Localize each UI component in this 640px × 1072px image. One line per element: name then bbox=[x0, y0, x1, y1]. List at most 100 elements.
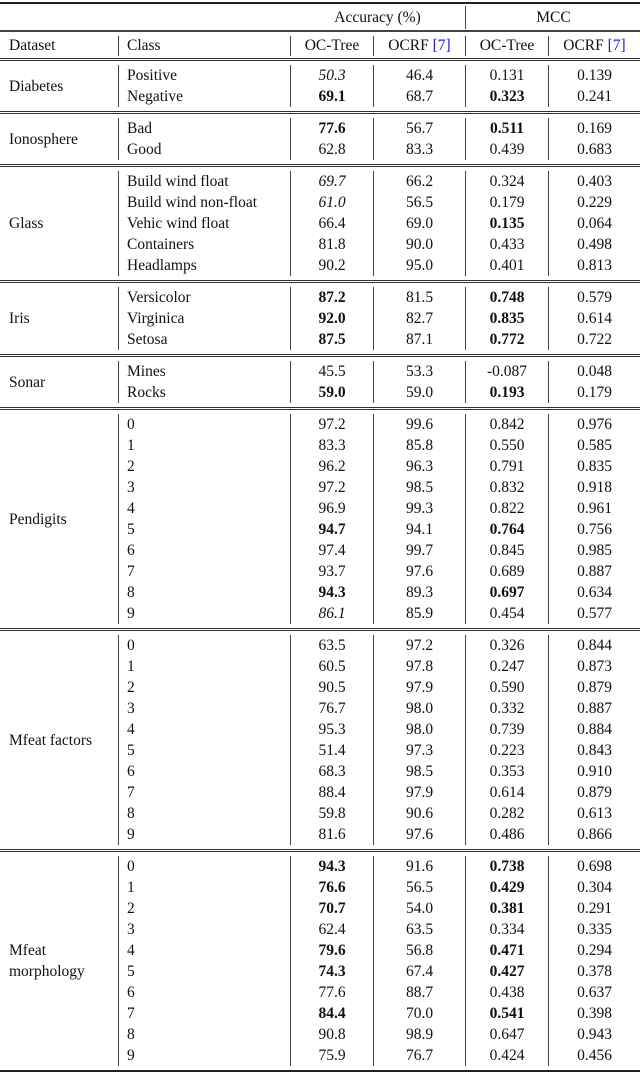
acc-oc-tree-cell: 70.7 bbox=[318, 900, 346, 917]
mcc-oc-tree-cell: 0.835 bbox=[489, 310, 525, 327]
acc-oc-tree-cell: 51.4 bbox=[318, 742, 346, 759]
mcc-oc-tree-cell: 0.179 bbox=[489, 194, 525, 211]
mcc-oc-tree-cell: 0.748 bbox=[489, 289, 525, 306]
mcc-oc-tree-cell: 0.381 bbox=[489, 900, 525, 917]
acc-oc-tree-cell: 59.8 bbox=[318, 805, 346, 822]
acc-ocrf-cell: 53.3 bbox=[405, 363, 434, 380]
mcc-oc-tree-cell: 0.845 bbox=[489, 542, 525, 559]
citation-link[interactable]: [7] bbox=[607, 37, 626, 54]
mcc-oc-tree-cell: 0.590 bbox=[489, 679, 525, 696]
mcc-ocrf-cell: 0.879 bbox=[577, 784, 612, 801]
class-cell: 6 bbox=[127, 542, 135, 559]
class-cell: 6 bbox=[127, 763, 135, 780]
class-cell: 8 bbox=[127, 805, 135, 822]
class-cell: 2 bbox=[127, 679, 135, 696]
acc-ocrf-cell: 98.0 bbox=[405, 700, 434, 717]
class-cell: 3 bbox=[127, 479, 135, 496]
mcc-oc-tree-cell: 0.550 bbox=[489, 437, 525, 454]
citation-link[interactable]: [7] bbox=[432, 37, 451, 54]
acc-oc-tree-cell: 45.5 bbox=[318, 363, 346, 380]
mcc-ocrf-cell: 0.918 bbox=[577, 479, 612, 496]
acc-ocrf-cell: 68.7 bbox=[405, 88, 434, 105]
acc-ocrf-cell: 98.5 bbox=[405, 479, 434, 496]
mcc-oc-tree-cell: 0.247 bbox=[489, 658, 525, 675]
class-cell: 3 bbox=[127, 921, 135, 938]
mcc-oc-tree-cell: 0.131 bbox=[489, 67, 525, 84]
mcc-ocrf-cell: 0.961 bbox=[577, 500, 612, 517]
acc-ocrf-column: 81.5 82.7 87.1 bbox=[373, 287, 465, 350]
acc-ocrf-column: 99.6 85.8 96.3 98.5 99.3 94.1 99.7 97.6 89.3 85.9 bbox=[373, 414, 465, 624]
mcc-oc-tree-cell: 0.541 bbox=[489, 1005, 525, 1022]
mcc-oc-tree-cell: 0.832 bbox=[489, 479, 525, 496]
class-cell: 4 bbox=[127, 942, 135, 959]
acc-oc-tree-cell: 90.2 bbox=[318, 257, 346, 274]
class-column: 0 1 2 3 4 5 6 7 8 9 bbox=[118, 856, 290, 1066]
mcc-ocrf-column: 0.169 0.683 bbox=[548, 118, 640, 160]
class-cell: Versicolor bbox=[127, 289, 191, 306]
acc-oc-tree-cell: 94.3 bbox=[318, 858, 346, 875]
header-acc-ocrf: OCRF [7] bbox=[373, 36, 465, 56]
mcc-ocrf-cell: 0.844 bbox=[577, 637, 612, 654]
mcc-ocrf-column: 0.844 0.873 0.879 0.887 0.884 0.843 0.910 0.879… bbox=[548, 635, 640, 845]
mcc-oc-tree-cell: 0.739 bbox=[489, 721, 525, 738]
acc-ocrf-cell: 95.0 bbox=[405, 257, 434, 274]
mcc-ocrf-column: 0.139 0.241 bbox=[548, 65, 640, 107]
acc-ocrf-cell: 97.8 bbox=[405, 658, 434, 675]
acc-ocrf-cell: 98.9 bbox=[405, 1026, 434, 1043]
mcc-ocrf-cell: 0.403 bbox=[577, 173, 612, 190]
mcc-oc-tree-cell: 0.193 bbox=[489, 384, 525, 401]
mcc-ocrf-cell: 0.179 bbox=[577, 384, 612, 401]
acc-oc-tree-column: 45.5 59.0 bbox=[290, 361, 373, 403]
header-mcc-ocrf: OCRF [7] bbox=[548, 36, 640, 56]
acc-oc-tree-cell: 66.4 bbox=[318, 215, 346, 232]
dataset-name: Mfeat factors bbox=[9, 731, 93, 749]
class-cell: Negative bbox=[127, 88, 183, 105]
acc-ocrf-cell: 85.9 bbox=[405, 605, 434, 622]
acc-oc-tree-cell: 69.1 bbox=[318, 88, 346, 105]
class-cell: Vehic wind float bbox=[127, 215, 230, 232]
mcc-oc-tree-cell: 0.614 bbox=[489, 784, 525, 801]
mcc-ocrf-cell: 0.866 bbox=[577, 826, 612, 843]
mcc-oc-tree-cell: 0.401 bbox=[489, 257, 525, 274]
acc-ocrf-cell: 56.7 bbox=[405, 120, 434, 137]
acc-oc-tree-column: 69.7 61.0 66.4 81.8 90.2 bbox=[290, 171, 373, 276]
acc-ocrf-cell: 88.7 bbox=[405, 984, 434, 1001]
mcc-oc-tree-cell: 0.427 bbox=[489, 963, 525, 980]
acc-oc-tree-cell: 96.2 bbox=[318, 458, 346, 475]
class-column: Mines Rocks bbox=[118, 361, 290, 403]
header-acc-ocrf-label: OCRF bbox=[388, 37, 429, 54]
acc-ocrf-cell: 97.3 bbox=[405, 742, 434, 759]
acc-ocrf-cell: 97.9 bbox=[405, 784, 434, 801]
acc-oc-tree-column: 63.5 60.5 90.5 76.7 95.3 51.4 68.3 88.4 59.8 81.6 bbox=[290, 635, 373, 845]
acc-oc-tree-cell: 86.1 bbox=[318, 605, 346, 622]
class-column: Versicolor Virginica Setosa bbox=[118, 287, 290, 350]
dataset-group: Iris Versicolor Virginica Setosa 87.2 92.0 87.… bbox=[0, 283, 640, 357]
acc-ocrf-column: 53.3 59.0 bbox=[373, 361, 465, 403]
mcc-oc-tree-cell: 0.332 bbox=[489, 700, 525, 717]
mcc-ocrf-cell: 0.887 bbox=[577, 563, 612, 580]
acc-ocrf-cell: 56.5 bbox=[405, 879, 434, 896]
acc-ocrf-cell: 56.5 bbox=[405, 194, 434, 211]
mcc-ocrf-cell: 0.843 bbox=[577, 742, 612, 759]
mcc-ocrf-cell: 0.637 bbox=[577, 984, 612, 1001]
header-class: Class bbox=[118, 36, 290, 56]
class-cell: 0 bbox=[127, 416, 135, 433]
mcc-ocrf-cell: 0.498 bbox=[577, 236, 612, 253]
header-bottom-rule bbox=[0, 58, 640, 61]
dataset-name: Ionosphere bbox=[9, 130, 78, 148]
acc-oc-tree-cell: 63.5 bbox=[318, 637, 346, 654]
acc-oc-tree-cell: 97.2 bbox=[318, 479, 346, 496]
mcc-ocrf-cell: 0.614 bbox=[577, 310, 612, 327]
mcc-ocrf-cell: 0.335 bbox=[577, 921, 612, 938]
class-column: Bad Good bbox=[118, 118, 290, 160]
header-column-row: Dataset Class OC-Tree OCRF [7] OC-Tree O… bbox=[0, 32, 640, 58]
dataset-group: Mfeat factors 0 1 2 3 4 5 6 7 8 9 63.5 60.5 90.5 76.7 9… bbox=[0, 631, 640, 852]
acc-ocrf-cell: 90.6 bbox=[405, 805, 434, 822]
mcc-ocrf-column: 0.579 0.614 0.722 bbox=[548, 287, 640, 350]
acc-ocrf-cell: 99.7 bbox=[405, 542, 434, 559]
top-rule bbox=[0, 2, 640, 4]
mcc-ocrf-cell: 0.873 bbox=[577, 658, 612, 675]
mcc-oc-tree-column: 0.511 0.439 bbox=[465, 118, 548, 160]
header-accuracy-group: Accuracy (%) bbox=[334, 8, 421, 26]
header-mid-rule bbox=[0, 30, 640, 32]
